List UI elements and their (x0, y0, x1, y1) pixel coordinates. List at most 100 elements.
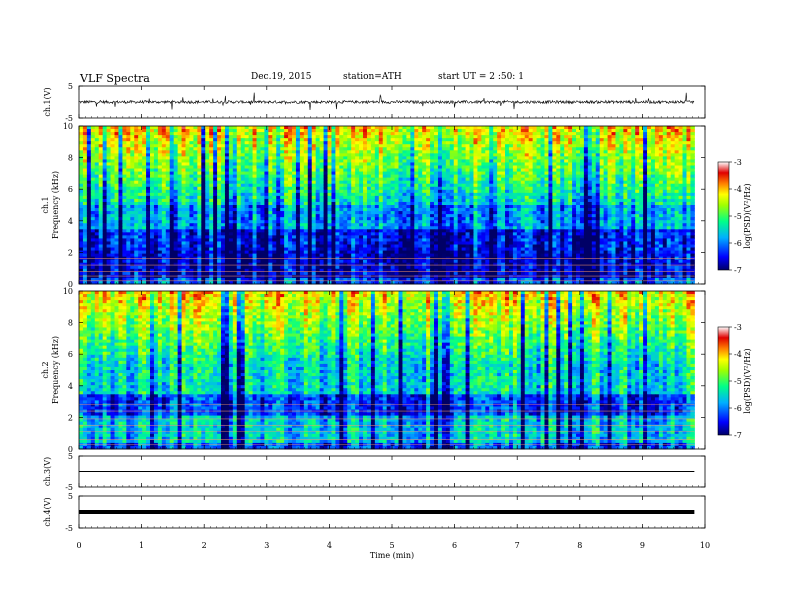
spectrogram-cell (552, 208, 557, 212)
spectrogram-cell (497, 171, 502, 176)
spectrogram-cell (157, 156, 163, 160)
spectrogram-cell (520, 165, 526, 170)
spectrogram-cell (232, 195, 238, 200)
spectrogram-cell (576, 159, 581, 163)
spectrogram-cell (347, 162, 352, 166)
spectrogram-cell (548, 135, 553, 139)
spectrogram-cell (126, 168, 131, 173)
spectrogram-cell (272, 201, 277, 206)
spectrogram-cell (422, 159, 427, 163)
spectrogram-cell (505, 208, 510, 212)
spectrogram-cell (654, 217, 660, 221)
spectrogram-cell (599, 153, 605, 157)
spectrogram-cell (256, 162, 261, 166)
spectrogram-cell (398, 177, 403, 182)
spectrogram-cell (603, 132, 609, 136)
spectrogram-cell (528, 162, 534, 166)
spectrogram-cell (142, 168, 147, 173)
spectrogram-cell (544, 141, 549, 145)
spectrogram-cell (635, 177, 640, 182)
spectrogram-cell (520, 183, 526, 188)
spectrogram-cell (86, 159, 92, 163)
spectrogram-cell (583, 208, 589, 212)
spectrogram-cell (153, 159, 159, 163)
spectrogram-cell (331, 138, 336, 142)
spectrogram-cell (572, 153, 577, 157)
spectrogram-cell (548, 177, 553, 182)
spectrogram-cell (374, 147, 380, 151)
spectrogram-cell (260, 189, 265, 194)
spectrogram-cell (355, 195, 360, 200)
spectrogram-cell (82, 214, 88, 218)
spectrogram-cell (635, 141, 640, 145)
spectrogram-cell (311, 195, 317, 200)
spectrogram-cell (374, 159, 380, 163)
spectrogram-cell (599, 177, 605, 182)
spectrogram-cell (363, 135, 368, 139)
spectrogram-cell (366, 171, 372, 176)
spectrogram-cell (678, 205, 684, 209)
spectrogram-cell (560, 132, 565, 136)
spectrogram-cell (276, 217, 281, 221)
spectrogram-cell (224, 186, 230, 191)
spectrogram-cell (244, 192, 250, 197)
spectrogram-cell (268, 126, 273, 130)
spectrogram-cell (611, 186, 616, 191)
spectrogram-cell (268, 195, 273, 200)
spectrogram-cell (587, 208, 593, 212)
spectrogram-cell (134, 201, 139, 206)
spectrogram-cell (635, 186, 640, 191)
spectrogram-cell (79, 147, 84, 151)
spectrogram-cell (260, 135, 265, 139)
spectrogram-cell (315, 211, 321, 215)
spectrogram-cell (647, 174, 652, 179)
spectrogram-cell (374, 189, 380, 194)
spectrogram-cell (654, 168, 660, 173)
spectrogram-cell (422, 141, 427, 145)
spectrogram-cell (303, 162, 309, 166)
spectrogram-cell (674, 198, 680, 203)
spectrogram-cell (256, 150, 261, 154)
spectrogram-cell (493, 156, 498, 160)
spectrogram-cell (303, 220, 309, 224)
spectrogram-cell (390, 198, 396, 203)
spectrogram-cell (615, 171, 620, 176)
spectrogram-cell (599, 211, 605, 215)
spectrogram-cell (579, 183, 585, 188)
spectrogram-cell (315, 192, 321, 197)
spectrogram-cell (682, 141, 687, 145)
spectrogram-cell (181, 144, 186, 148)
spectrogram-cell (185, 141, 190, 145)
spectrogram-cell (161, 153, 167, 157)
spectrogram-cell (224, 183, 230, 188)
spectrogram-cell (272, 159, 277, 163)
spectrogram-cell (311, 198, 317, 203)
spectrogram-cell (126, 217, 131, 221)
spectrogram-cell (643, 198, 648, 203)
spectrogram-cell (79, 159, 84, 163)
spectrogram-cell (311, 135, 317, 139)
spectrogram-cell (666, 162, 672, 166)
spectrogram-cell (552, 165, 557, 170)
spectrogram-cell (505, 150, 510, 154)
spectrogram-cell (516, 132, 522, 136)
spectrogram-cell (516, 168, 522, 173)
spectrogram-cell (631, 171, 636, 176)
spectrogram-cell (224, 205, 230, 209)
spectrogram-cell (461, 198, 467, 203)
spectrogram-cell (493, 129, 498, 133)
spectrogram-cell (457, 150, 463, 154)
spectrogram-cell (130, 135, 135, 139)
spectrogram-cell (343, 150, 348, 154)
spectrogram-cell (603, 147, 609, 151)
spectrogram-cell (414, 162, 419, 166)
spectrogram-cell (319, 205, 325, 209)
spectrogram-cell (303, 174, 309, 179)
spectrogram-cell (370, 168, 376, 173)
spectrogram-cell (666, 205, 672, 209)
spectrogram-cell (193, 171, 198, 176)
spectrogram-cell (647, 141, 652, 145)
spectrogram-cell (106, 126, 112, 130)
spectrogram-cell (386, 220, 392, 224)
spectrogram-cell (477, 156, 482, 160)
